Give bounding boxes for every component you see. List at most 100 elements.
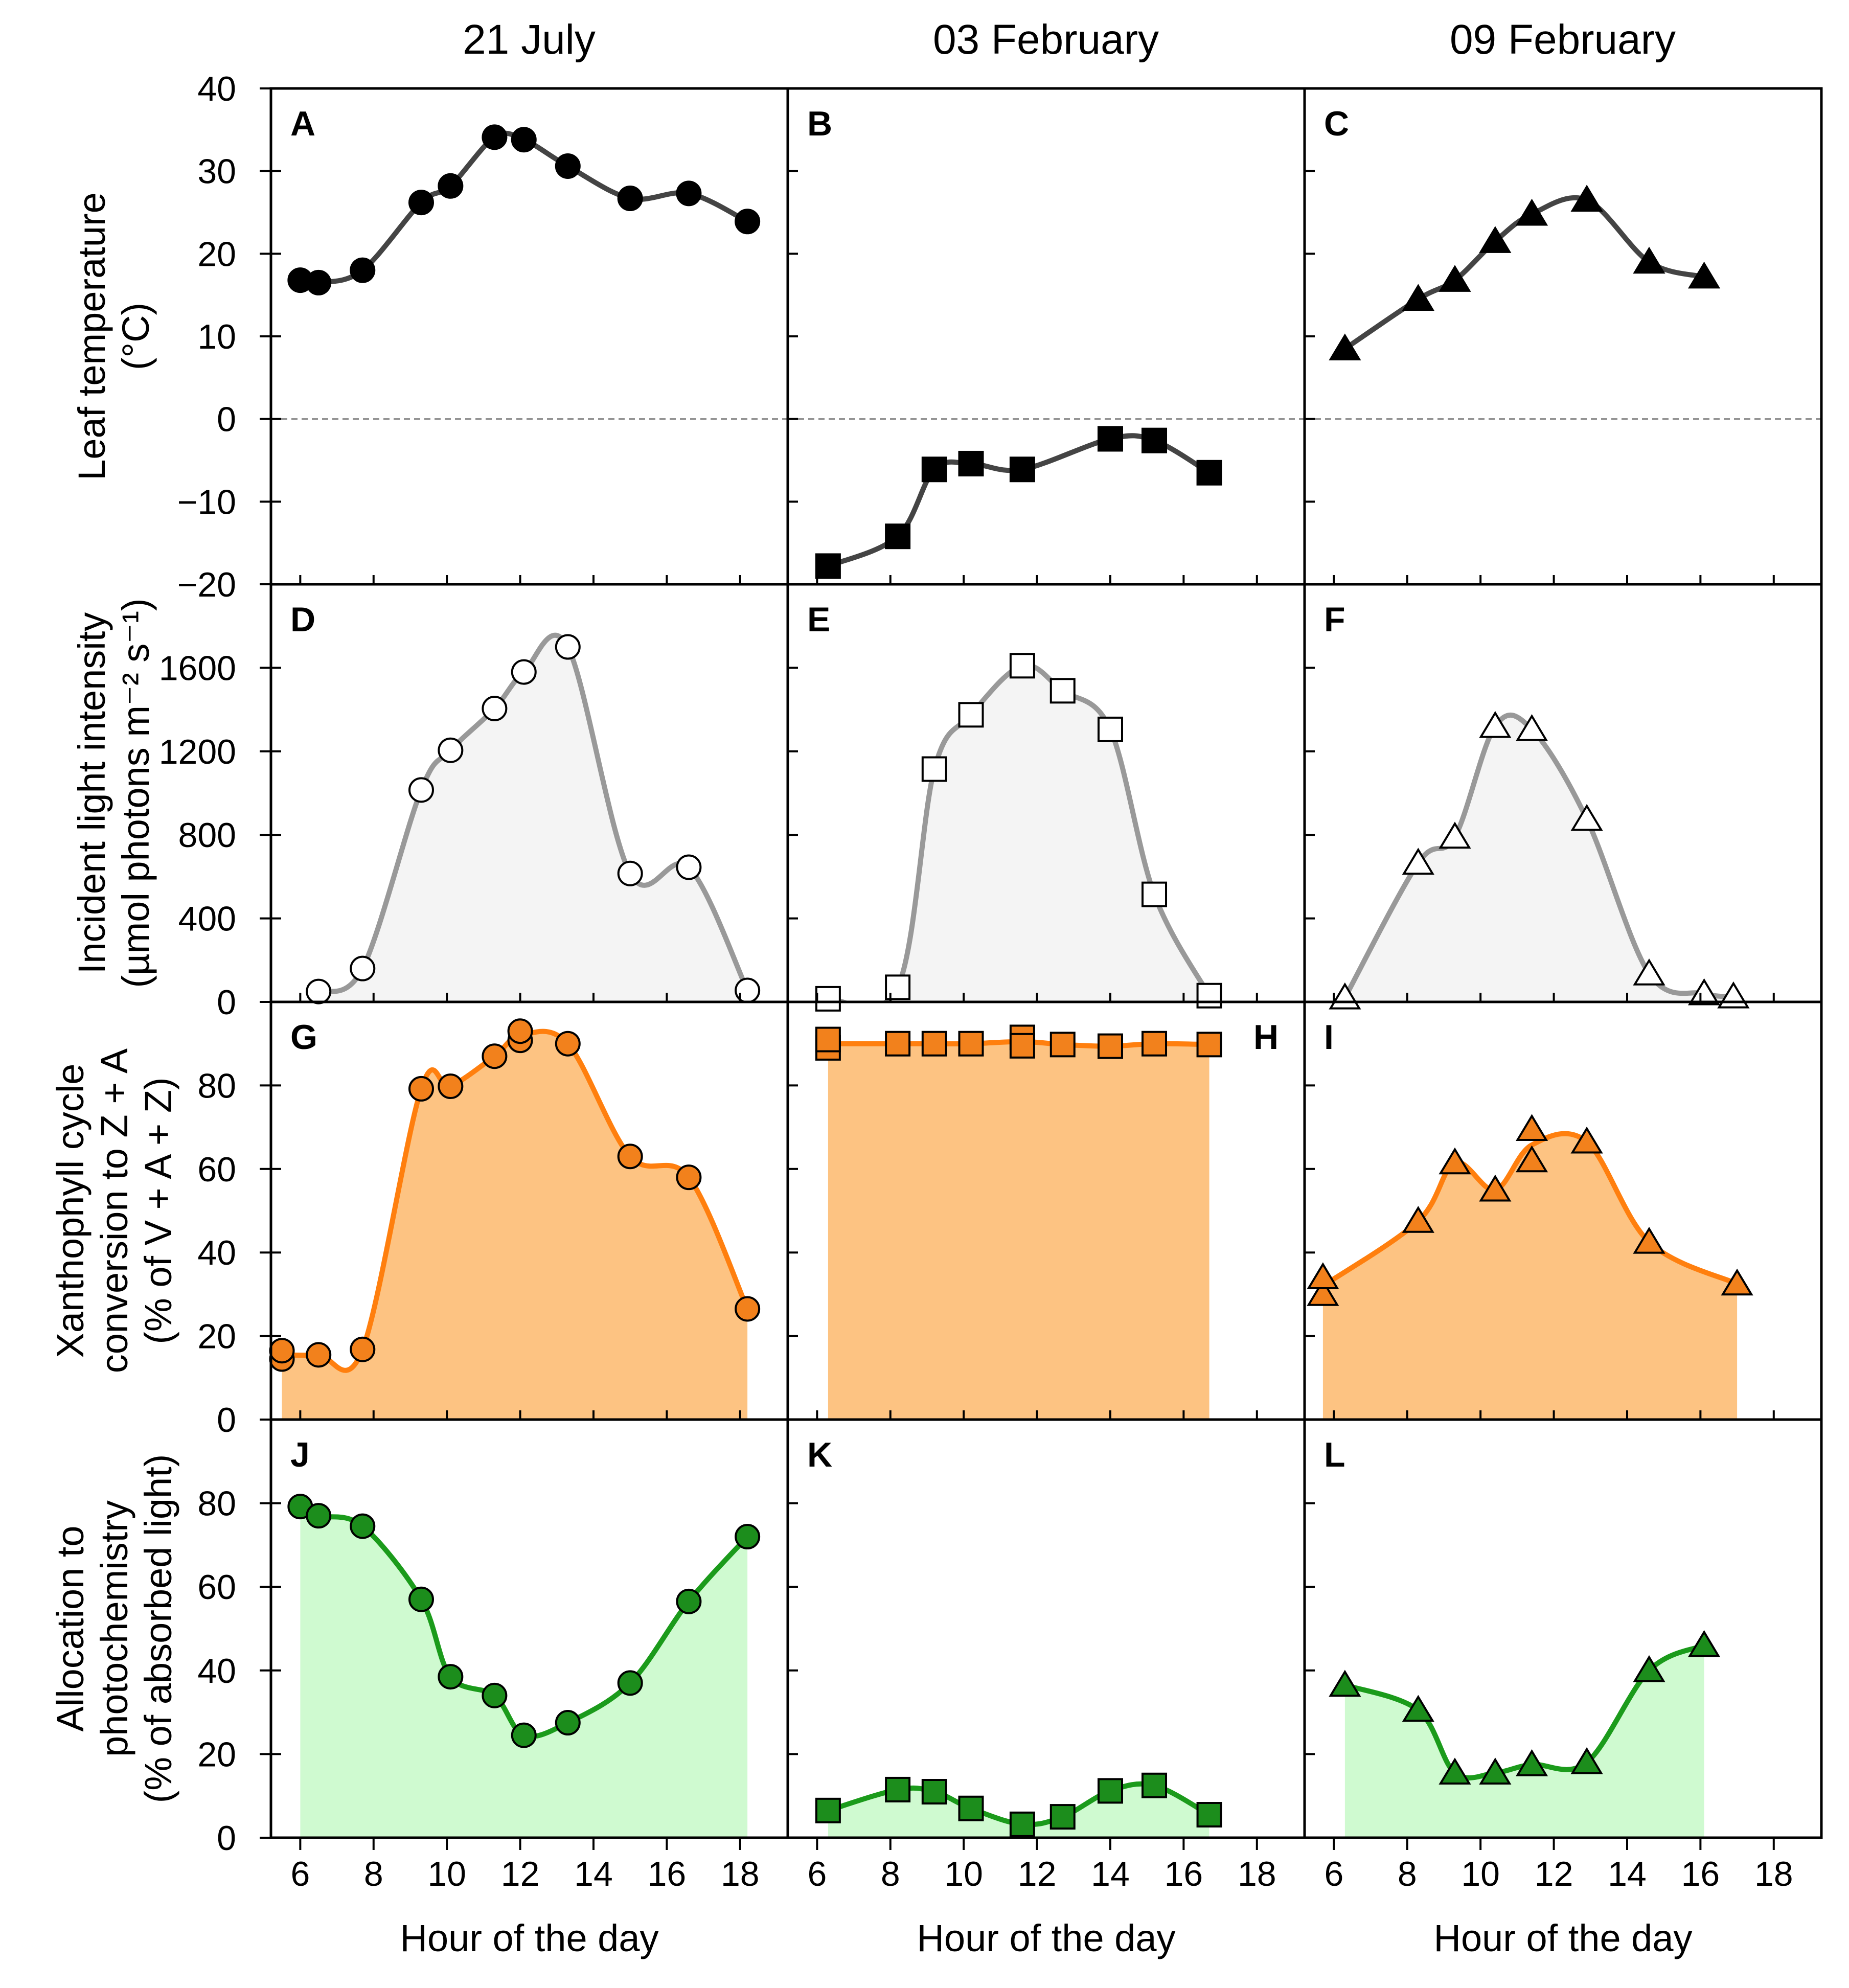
y-tick-label-alloc-4: 80	[197, 1484, 236, 1523]
data-point-a-2	[306, 269, 332, 295]
data-point-g-2	[269, 1338, 295, 1364]
data-point-l-8	[1687, 1630, 1721, 1657]
y-axis-label-light-2: (µmol photons m⁻² s⁻¹)	[115, 598, 157, 988]
y-axis-label-xanth-3: (% of V + A + Z)	[137, 1077, 179, 1344]
panel-d: D	[290, 600, 761, 1004]
data-point-d-3	[408, 777, 434, 803]
data-point-d-8	[617, 860, 643, 886]
data-point-l-1	[1329, 1670, 1361, 1697]
data-point-k-5	[1009, 1811, 1035, 1837]
data-point-a-8	[555, 153, 581, 179]
data-point-c-8	[1687, 261, 1721, 289]
panel-i: I	[1307, 1018, 1753, 1420]
panel-j: J	[287, 1435, 761, 1838]
data-point-k-9	[1196, 1802, 1222, 1828]
x-tick-label: 8	[881, 1855, 900, 1893]
data-point-h-9	[1097, 1033, 1123, 1059]
data-point-j-8	[555, 1710, 581, 1736]
data-point-b-3	[921, 456, 947, 483]
data-point-g-12	[676, 1164, 702, 1191]
panel-k: K	[807, 1435, 1222, 1838]
data-point-l-5	[1515, 1749, 1548, 1776]
data-point-c-7	[1633, 246, 1665, 274]
data-point-b-8	[1196, 460, 1222, 486]
y-axis-label-xanth-1: Xanthophyll cycle	[49, 1064, 92, 1358]
data-point-k-8	[1142, 1772, 1168, 1798]
data-point-j-5	[438, 1664, 464, 1690]
data-point-j-9	[617, 1670, 643, 1696]
data-point-e-4	[958, 702, 984, 728]
data-point-i-2	[1307, 1262, 1339, 1289]
data-point-d-5	[482, 696, 508, 722]
data-point-d-4	[438, 737, 464, 763]
y-tick-label-light-3: 1200	[159, 733, 236, 771]
data-point-b-5	[1009, 456, 1035, 483]
y-axis-label-temp-1: Leaf temperature	[71, 192, 113, 481]
data-point-e-8	[1142, 881, 1168, 907]
y-tick-label-light-4: 1600	[159, 649, 236, 688]
x-tick-label: 14	[1091, 1855, 1130, 1893]
x-tick-label: 10	[1461, 1855, 1500, 1893]
x-tick-label: 6	[807, 1855, 827, 1893]
y-axis-label-light-1: Incident light intensity	[71, 612, 113, 974]
y-axis-label-alloc-3: (% of absorbed light)	[137, 1454, 179, 1803]
x-tick-label: 8	[1398, 1855, 1417, 1893]
data-point-i-5	[1479, 1174, 1512, 1202]
panel-letter-i: I	[1324, 1018, 1334, 1057]
data-point-l-3	[1439, 1757, 1471, 1785]
data-point-a-3	[350, 257, 376, 283]
data-point-h-8	[1049, 1032, 1076, 1058]
data-point-c-4	[1479, 226, 1512, 253]
x-tick-label: 6	[1324, 1855, 1343, 1893]
column-title-21-july: 21 July	[463, 16, 596, 63]
y-tick-label-light-0: 0	[217, 983, 236, 1022]
data-point-a-7	[511, 127, 537, 153]
data-point-f-4	[1479, 711, 1512, 738]
data-point-h-10	[1142, 1031, 1168, 1057]
data-point-j-4	[408, 1586, 434, 1612]
data-point-h-5	[958, 1031, 984, 1057]
panel-letter-l: L	[1324, 1435, 1345, 1474]
data-point-g-5	[408, 1076, 434, 1102]
data-point-e-9	[1196, 982, 1222, 1009]
y-tick-label-temp-3: 10	[197, 317, 236, 356]
data-point-f-8	[1687, 978, 1721, 1006]
data-point-e-3	[921, 756, 947, 782]
data-point-g-11	[617, 1144, 643, 1170]
x-tick-label: 18	[1238, 1855, 1276, 1893]
data-point-e-7	[1097, 716, 1123, 742]
panel-letter-d: D	[290, 600, 315, 639]
data-point-c-3	[1439, 265, 1471, 292]
x-axis-col-2: 6 8 10 12 14 16 18 Hour of the day	[807, 575, 1276, 1959]
data-point-g-4	[350, 1336, 376, 1362]
data-point-k-4	[958, 1795, 984, 1821]
x-tick-label: 14	[1608, 1855, 1647, 1893]
panel-letter-a: A	[290, 104, 315, 143]
x-tick-label: 16	[1165, 1855, 1203, 1893]
y-ticks-row-1: −20 −10 0 10 20 30 40	[177, 70, 1315, 604]
area-fill-g	[282, 1031, 748, 1420]
data-point-l-6	[1570, 1747, 1603, 1774]
panel-a: A	[271, 104, 788, 420]
y-tick-label-xanth-1: 20	[197, 1317, 236, 1356]
data-point-h-4	[921, 1031, 947, 1057]
x-tick-label: 12	[501, 1855, 540, 1893]
x-tick-label: 12	[1018, 1855, 1057, 1893]
data-point-h-11	[1196, 1032, 1222, 1058]
y-tick-label-alloc-0: 0	[217, 1819, 236, 1858]
y-axis-label-temp-2: (°C)	[115, 303, 157, 370]
data-point-d-2	[350, 955, 376, 981]
panel-letter-e: E	[807, 600, 830, 639]
y-axis-label-alloc-1: Allocation to	[49, 1525, 92, 1731]
y-ticks-row-4: 0 20 40 60 80	[197, 1484, 1315, 1858]
data-point-a-6	[482, 124, 508, 150]
data-point-b-1	[815, 553, 841, 579]
panel-letter-k: K	[807, 1435, 832, 1474]
area-fill-l	[1344, 1645, 1704, 1838]
y-ticks-row-2: 0 400 800 1200 1600	[159, 649, 1315, 1022]
panel-l: L	[1324, 1435, 1721, 1838]
data-point-i-1	[1307, 1279, 1339, 1306]
y-tick-label-temp-0: −20	[177, 565, 236, 604]
data-point-j-3	[350, 1513, 376, 1539]
panels-layer: A B C D E F G H I J K L	[269, 104, 1821, 1838]
